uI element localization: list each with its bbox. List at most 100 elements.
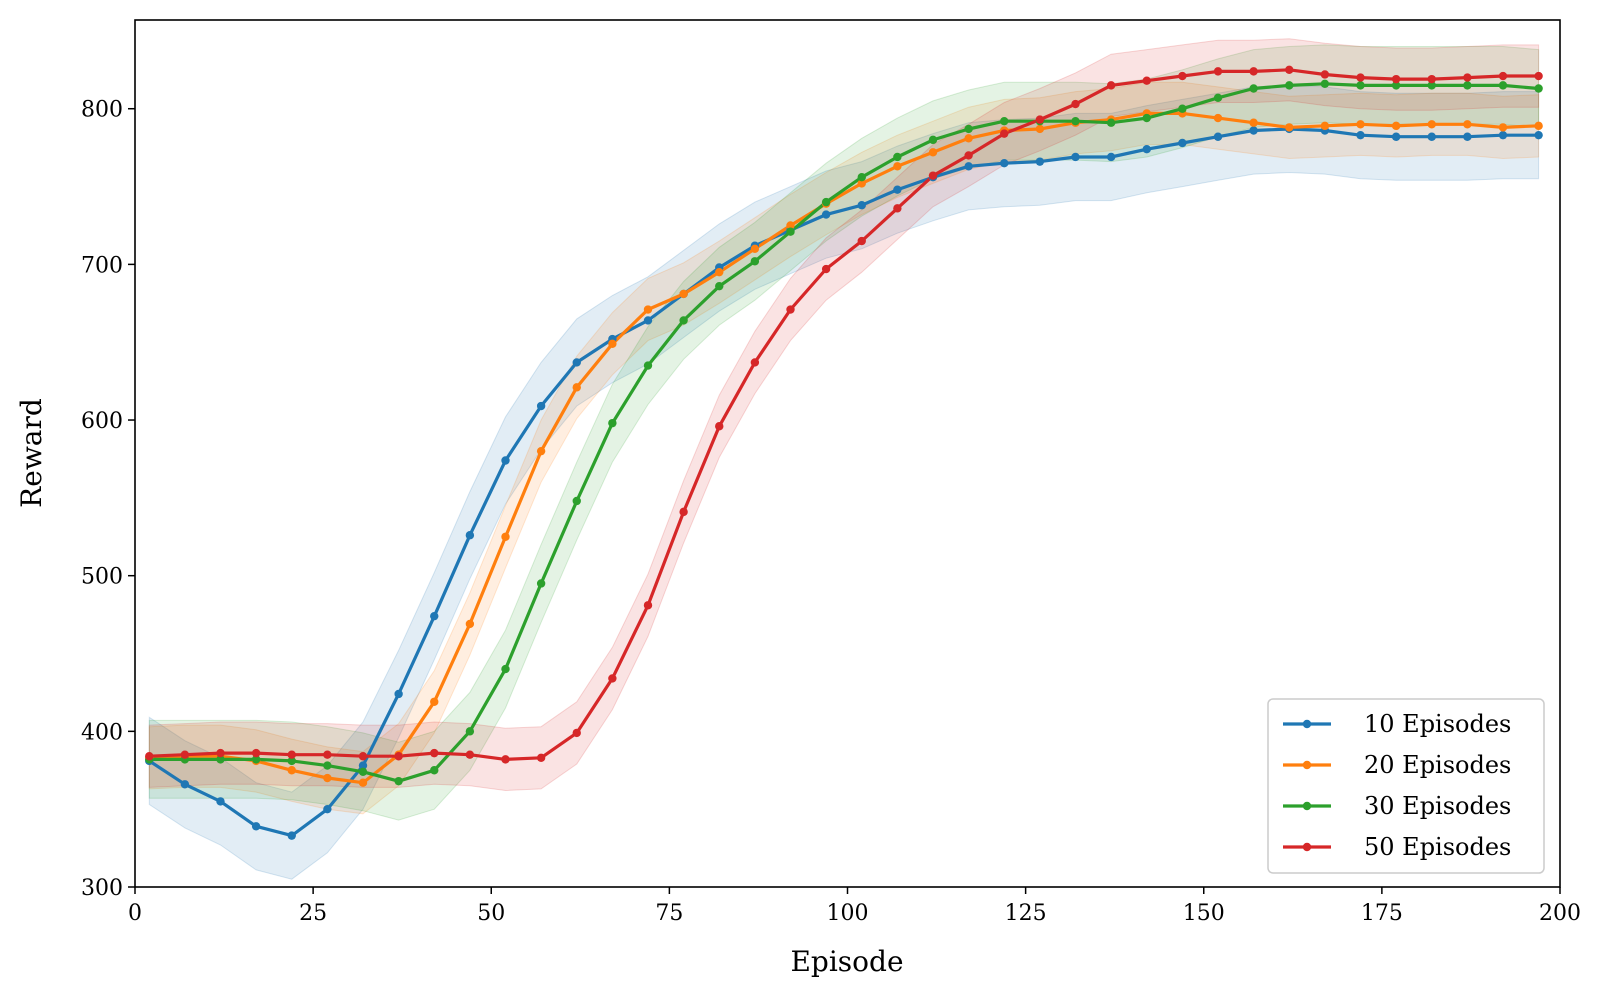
point-20-episodes-192: [1498, 123, 1508, 132]
point-20-episodes-52: [501, 532, 510, 541]
x-axis-ticks: 0 25 50 75 100 125 150 175 200: [128, 887, 1581, 926]
point-10-episodes-12: [216, 797, 225, 806]
point-10-episodes-17: [251, 822, 261, 831]
point-10-episodes-132: [1071, 152, 1080, 162]
point-10-episodes-52: [501, 456, 510, 465]
x-tick-label-175: 175: [1361, 901, 1403, 926]
x-tick-label-150: 150: [1183, 901, 1225, 926]
point-20-episodes-152: [1213, 113, 1223, 123]
point-30-episodes-122: [1000, 116, 1009, 126]
point-30-episodes-27: [323, 761, 332, 770]
point-20-episodes-62: [572, 383, 581, 392]
point-30-episodes-142: [1142, 113, 1151, 123]
point-10-episodes-7: [180, 780, 190, 789]
series-lines: [148, 68, 1539, 838]
point-20-episodes-187: [1463, 120, 1472, 129]
point-30-episodes-67: [608, 418, 617, 428]
point-10-episodes-57: [536, 401, 546, 411]
point-30-episodes-177: [1391, 81, 1401, 90]
point-50-episodes-32: [358, 752, 368, 761]
line-50-episodes: [149, 68, 1539, 762]
point-10-episodes-197: [1534, 130, 1543, 140]
point-50-episodes-167: [1320, 70, 1330, 79]
point-50-episodes-92: [786, 305, 795, 314]
point-30-episodes-32: [358, 767, 368, 777]
point-50-episodes-187: [1463, 73, 1472, 82]
point-50-episodes-112: [928, 171, 938, 180]
legend-marker-50-episodes: [1302, 842, 1312, 852]
point-10-episodes-152: [1213, 132, 1223, 141]
x-tick-label-75: 75: [655, 901, 683, 926]
point-50-episodes-162: [1285, 65, 1294, 75]
point-30-episodes-72: [643, 361, 653, 370]
point-10-episodes-147: [1178, 138, 1187, 148]
point-20-episodes-32: [358, 778, 368, 787]
point-10-episodes-27: [323, 804, 332, 814]
point-50-episodes-17: [251, 748, 261, 758]
point-20-episodes-47: [465, 619, 475, 629]
legend-label-20-episodes: 20 Episodes: [1364, 751, 1511, 779]
point-20-episodes-167: [1320, 121, 1330, 131]
point-20-episodes-117: [964, 134, 973, 143]
y-tick-label-600: 600: [81, 409, 123, 434]
point-30-episodes-12: [216, 755, 225, 764]
point-50-episodes-42: [430, 748, 439, 758]
x-tick-label-0: 0: [128, 901, 142, 926]
point-30-episodes-107: [893, 152, 902, 162]
point-10-episodes-42: [430, 611, 439, 621]
point-50-episodes-132: [1071, 99, 1080, 109]
line-10-episodes: [148, 127, 1539, 838]
point-50-episodes-57: [536, 753, 546, 763]
point-30-episodes-197: [1534, 84, 1543, 93]
point-20-episodes-57: [536, 446, 546, 456]
point-50-episodes-22: [287, 750, 296, 759]
point-10-episodes-62: [572, 358, 581, 367]
point-50-episodes-7: [180, 750, 190, 759]
point-30-episodes-162: [1285, 81, 1294, 90]
y-tick-label-300: 300: [81, 876, 123, 901]
point-30-episodes-82: [715, 281, 724, 291]
band-20-episodes: [148, 81, 1540, 815]
point-30-episodes-37: [394, 776, 403, 786]
point-30-episodes-147: [1178, 104, 1187, 113]
point-50-episodes-137: [1106, 81, 1116, 90]
point-20-episodes-112: [928, 148, 938, 157]
point-30-episodes-22: [287, 756, 296, 766]
point-10-episodes-177: [1391, 132, 1401, 141]
point-50-episodes-117: [964, 151, 973, 160]
point-30-episodes-152: [1213, 93, 1223, 103]
point-30-episodes-57: [536, 579, 546, 588]
series-points: [145, 65, 1543, 840]
point-20-episodes-82: [715, 267, 724, 277]
point-30-episodes-77: [679, 316, 688, 325]
point-50-episodes-102: [857, 236, 866, 246]
y-axis-ticks: 300 400 500 600 700 800: [81, 98, 135, 901]
point-10-episodes-182: [1427, 132, 1436, 141]
point-30-episodes-112: [928, 135, 938, 145]
point-50-episodes-197: [1534, 71, 1543, 81]
point-30-episodes-182: [1427, 81, 1436, 90]
y-tick-label-800: 800: [81, 98, 123, 123]
point-50-episodes-12: [216, 748, 225, 758]
x-axis-label: Episode: [790, 945, 903, 978]
point-50-episodes-77: [679, 507, 688, 517]
band-50-episodes: [148, 38, 1540, 792]
point-50-episodes-82: [715, 422, 724, 431]
x-tick-label-125: 125: [1005, 901, 1047, 926]
point-10-episodes-172: [1356, 130, 1365, 140]
legend-label-10-episodes: 10 Episodes: [1364, 710, 1511, 738]
point-20-episodes-22: [287, 766, 296, 775]
point-50-episodes-97: [821, 264, 831, 274]
legend: 10 Episodes 20 Episodes 30 Episodes 50 Epis…: [1267, 698, 1545, 874]
point-30-episodes-47: [465, 727, 475, 736]
point-10-episodes-187: [1463, 132, 1472, 141]
line-30-episodes: [149, 82, 1539, 783]
point-50-episodes-72: [643, 601, 653, 610]
point-20-episodes-182: [1427, 120, 1436, 129]
point-30-episodes-87: [750, 257, 760, 266]
point-20-episodes-172: [1356, 120, 1365, 129]
point-50-episodes-127: [1035, 115, 1045, 124]
point-20-episodes-87: [750, 244, 760, 254]
point-30-episodes-52: [501, 664, 510, 674]
